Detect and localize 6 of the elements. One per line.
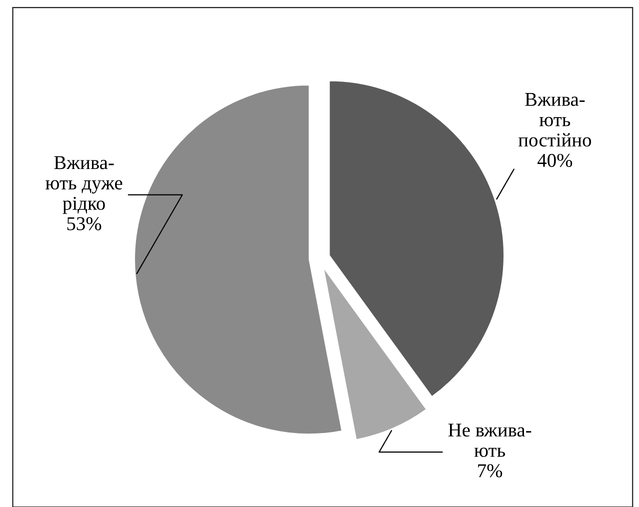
data-label: 7%: [478, 464, 502, 478]
slice-label: Не вжива- ють: [448, 424, 532, 457]
data-label: 40%: [538, 154, 572, 168]
slice-label: Вжива- ють дуже рідко: [46, 156, 122, 214]
data-label: 53%: [67, 217, 102, 230]
slice-label: Вжива- ють постійно: [518, 93, 592, 147]
